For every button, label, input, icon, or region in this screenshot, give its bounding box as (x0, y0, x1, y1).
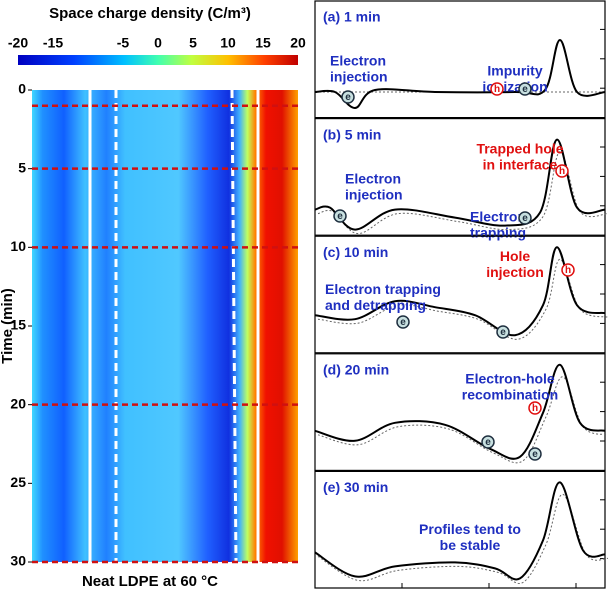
carrier-symbol: h (532, 403, 538, 414)
annotation: Profiles tend to (419, 521, 521, 537)
annotation: Impurity (487, 63, 542, 79)
profile (314, 481, 606, 581)
y-tick-label: 5 (18, 159, 26, 175)
y-tick-label: 25 (10, 474, 26, 490)
carrier (481, 435, 495, 449)
panel-label: (e) 30 min (323, 479, 388, 495)
colorbar-tick: -5 (117, 35, 130, 51)
panel-label: (a) 1 min (323, 9, 381, 25)
y-tick-label: 0 (18, 81, 26, 97)
previous-profile (317, 376, 609, 464)
carrier-symbol: e (532, 449, 538, 460)
y-tick-label: 15 (10, 317, 26, 333)
annotation: Hole (500, 248, 531, 264)
colorbar (18, 55, 298, 65)
annotation: Electron (345, 170, 401, 186)
carrier-symbol: e (485, 437, 491, 448)
annotation: and detrapping (325, 297, 426, 313)
colorbar-tick: 10 (220, 35, 236, 51)
annotation: injection (330, 69, 388, 85)
carrier (528, 447, 542, 461)
annotation: in interface (483, 156, 558, 172)
carrier (496, 325, 510, 339)
carrier-symbol: e (345, 92, 351, 103)
carrier (396, 315, 410, 329)
annotation: Electron (330, 53, 386, 69)
annotation: Electron-hole (465, 371, 555, 387)
profile (314, 363, 606, 460)
panel-label: (c) 10 min (323, 244, 388, 260)
carrier-symbol: e (400, 317, 406, 328)
carrier (528, 401, 542, 415)
annotation: injection (486, 264, 544, 280)
carrier (518, 82, 532, 96)
annotation: be stable (440, 537, 501, 553)
colorbar-tick: 15 (255, 35, 271, 51)
panel-label: (d) 20 min (323, 362, 389, 378)
carrier-symbol: h (559, 166, 565, 177)
carrier (518, 211, 532, 225)
carrier (333, 209, 347, 223)
colorbar-tick: 5 (189, 35, 197, 51)
y-tick-label: 30 (10, 553, 26, 569)
carrier-symbol: e (337, 211, 343, 222)
panel-label: (b) 5 min (323, 126, 381, 142)
carrier (490, 82, 504, 96)
colorbar-tick: -15 (43, 35, 63, 51)
y-tick-label: 20 (10, 395, 26, 411)
annotation: recombination (462, 387, 558, 403)
x-label: Neat LDPE at 60 °C (82, 573, 218, 590)
annotation: Electron trapping (325, 281, 441, 297)
annotation: injection (345, 186, 403, 202)
colorbar-tick: 20 (290, 35, 306, 51)
carrier (341, 90, 355, 104)
annotation: Electron (470, 208, 526, 224)
carrier (561, 263, 575, 277)
carrier (555, 164, 569, 178)
carrier-symbol: h (565, 265, 571, 276)
colorbar-tick: -20 (8, 35, 28, 51)
carrier-symbol: e (522, 84, 528, 95)
y-label: Time (min) (0, 288, 16, 364)
y-tick-label: 10 (10, 238, 26, 254)
colorbar-title: Space charge density (C/m³) (49, 5, 251, 22)
carrier-symbol: e (500, 327, 506, 338)
carrier-symbol: h (494, 84, 500, 95)
annotation: Trapped hole (476, 140, 563, 156)
annotation: trapping (470, 224, 526, 240)
colorbar-tick: 0 (154, 35, 162, 51)
carrier-symbol: e (522, 213, 528, 224)
